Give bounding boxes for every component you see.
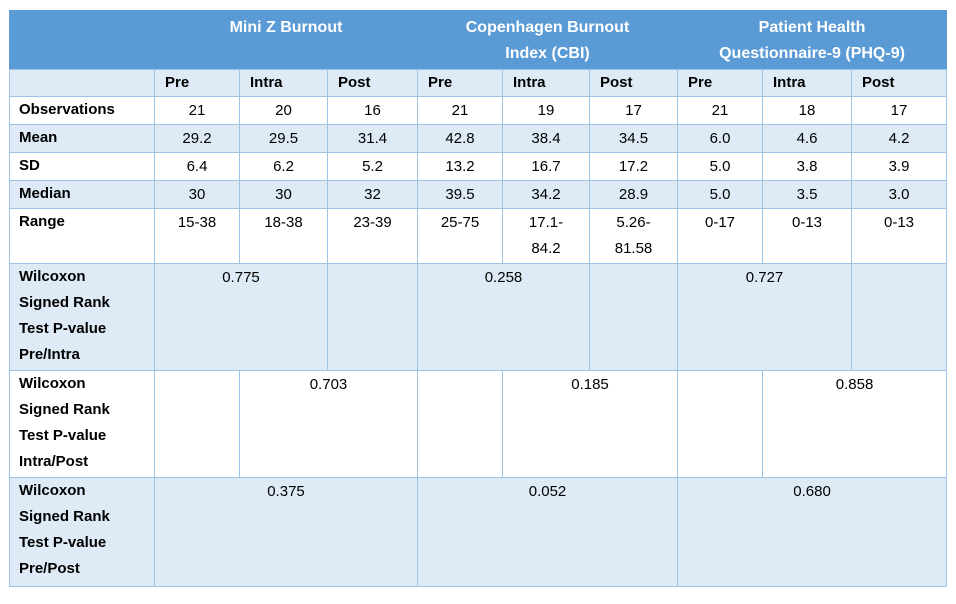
data-cell: 6.2 bbox=[239, 152, 328, 181]
table-row-observations: Observations 21 20 16 21 19 17 21 18 17 bbox=[9, 96, 948, 125]
subheader-intra: Intra bbox=[762, 69, 853, 97]
row-label-mean: Mean bbox=[9, 124, 155, 153]
data-cell: 3.8 bbox=[762, 152, 853, 181]
data-cell: 34.5 bbox=[588, 124, 679, 153]
data-cell: 0-17 bbox=[677, 208, 764, 264]
data-cell: 42.8 bbox=[417, 124, 503, 153]
data-cell: 16 bbox=[327, 96, 418, 125]
table-row-wilcoxon-intra-post: Wilcoxon Signed Rank Test P-value Intra/… bbox=[9, 370, 948, 478]
data-cell: 21 bbox=[417, 96, 503, 125]
pvalue-cell: 0.052 bbox=[416, 477, 679, 587]
subheader-post: Post bbox=[588, 69, 679, 97]
data-cell: 3.0 bbox=[851, 180, 948, 209]
data-cell: 29.5 bbox=[239, 124, 328, 153]
pvalue-cell: 0.703 bbox=[239, 370, 418, 478]
row-label-range: Range bbox=[9, 208, 155, 264]
burnout-stats-table: Mini Z Burnout Copenhagen Burnout Index … bbox=[9, 10, 948, 587]
data-cell: 6.4 bbox=[154, 152, 240, 181]
data-cell: 19 bbox=[502, 96, 590, 125]
empty-cell bbox=[851, 263, 948, 371]
empty-cell bbox=[9, 69, 155, 97]
data-cell: 3.5 bbox=[762, 180, 853, 209]
table-row-median: Median 30 30 32 39.5 34.2 28.9 5.0 3.5 3… bbox=[9, 180, 948, 209]
data-cell: 18 bbox=[762, 96, 853, 125]
pvalue-cell: 0.858 bbox=[762, 370, 948, 478]
data-cell: 25-75 bbox=[417, 208, 503, 264]
subheader-pre: Pre bbox=[677, 69, 764, 97]
table-row-wilcoxon-pre-post: Wilcoxon Signed Rank Test P-value Pre/Po… bbox=[9, 477, 948, 587]
pvalue-cell: 0.185 bbox=[501, 370, 679, 478]
corner-cell bbox=[9, 10, 155, 70]
subheader-row: Pre Intra Post Pre Intra Post Pre Intra … bbox=[9, 69, 948, 97]
empty-cell bbox=[677, 370, 764, 478]
subheader-intra: Intra bbox=[239, 69, 328, 97]
group-header-cbi: Copenhagen Burnout Index (CBI) bbox=[416, 10, 679, 70]
empty-cell bbox=[154, 370, 240, 478]
row-label-wilcoxon-pre-intra: Wilcoxon Signed Rank Test P-value Pre/In… bbox=[9, 263, 155, 371]
data-cell: 4.2 bbox=[851, 124, 948, 153]
data-cell: 17.1- 84.2 bbox=[502, 208, 590, 264]
empty-cell bbox=[417, 370, 503, 478]
data-cell: 13.2 bbox=[417, 152, 503, 181]
data-cell: 29.2 bbox=[154, 124, 240, 153]
row-label-wilcoxon-pre-post: Wilcoxon Signed Rank Test P-value Pre/Po… bbox=[9, 477, 155, 587]
pvalue-cell: 0.680 bbox=[677, 477, 948, 587]
data-cell: 38.4 bbox=[502, 124, 590, 153]
data-cell: 34.2 bbox=[502, 180, 590, 209]
row-label-median: Median bbox=[9, 180, 155, 209]
data-cell: 17.2 bbox=[588, 152, 679, 181]
data-cell: 5.0 bbox=[677, 180, 764, 209]
data-cell: 39.5 bbox=[417, 180, 503, 209]
empty-cell bbox=[588, 263, 679, 371]
data-cell: 16.7 bbox=[502, 152, 590, 181]
data-cell: 23-39 bbox=[327, 208, 418, 264]
data-cell: 0-13 bbox=[851, 208, 948, 264]
data-cell: 5.26- 81.58 bbox=[588, 208, 679, 264]
row-label-observations: Observations bbox=[9, 96, 155, 125]
subheader-post: Post bbox=[327, 69, 418, 97]
data-cell: 17 bbox=[588, 96, 679, 125]
row-label-sd: SD bbox=[9, 152, 155, 181]
data-cell: 15-38 bbox=[154, 208, 240, 264]
data-cell: 28.9 bbox=[588, 180, 679, 209]
pvalue-cell: 0.775 bbox=[154, 263, 328, 371]
pvalue-cell: 0.258 bbox=[417, 263, 590, 371]
table-row-mean: Mean 29.2 29.5 31.4 42.8 38.4 34.5 6.0 4… bbox=[9, 124, 948, 153]
group-header-phq9: Patient Health Questionnaire-9 (PHQ-9) bbox=[677, 10, 948, 70]
data-cell: 18-38 bbox=[239, 208, 328, 264]
data-cell: 4.6 bbox=[762, 124, 853, 153]
data-cell: 20 bbox=[239, 96, 328, 125]
subheader-pre: Pre bbox=[417, 69, 503, 97]
subheader-post: Post bbox=[851, 69, 948, 97]
group-header-mini-z: Mini Z Burnout bbox=[154, 10, 418, 70]
pvalue-cell: 0.727 bbox=[677, 263, 853, 371]
table-row-sd: SD 6.4 6.2 5.2 13.2 16.7 17.2 5.0 3.8 3.… bbox=[9, 152, 948, 181]
data-cell: 32 bbox=[327, 180, 418, 209]
data-cell: 3.9 bbox=[851, 152, 948, 181]
table-row-range: Range 15-38 18-38 23-39 25-75 17.1- 84.2… bbox=[9, 208, 948, 264]
subheader-intra: Intra bbox=[502, 69, 590, 97]
data-cell: 21 bbox=[677, 96, 764, 125]
empty-cell bbox=[327, 263, 418, 371]
data-cell: 21 bbox=[154, 96, 240, 125]
row-label-wilcoxon-intra-post: Wilcoxon Signed Rank Test P-value Intra/… bbox=[9, 370, 155, 478]
data-cell: 30 bbox=[154, 180, 240, 209]
subheader-pre: Pre bbox=[154, 69, 240, 97]
group-header-row: Mini Z Burnout Copenhagen Burnout Index … bbox=[9, 10, 948, 70]
data-cell: 31.4 bbox=[327, 124, 418, 153]
data-cell: 30 bbox=[239, 180, 328, 209]
data-cell: 17 bbox=[851, 96, 948, 125]
data-cell: 5.2 bbox=[327, 152, 418, 181]
pvalue-cell: 0.375 bbox=[154, 477, 418, 587]
data-cell: 6.0 bbox=[677, 124, 764, 153]
data-cell: 0-13 bbox=[762, 208, 853, 264]
data-cell: 5.0 bbox=[677, 152, 764, 181]
table-row-wilcoxon-pre-intra: Wilcoxon Signed Rank Test P-value Pre/In… bbox=[9, 263, 948, 371]
